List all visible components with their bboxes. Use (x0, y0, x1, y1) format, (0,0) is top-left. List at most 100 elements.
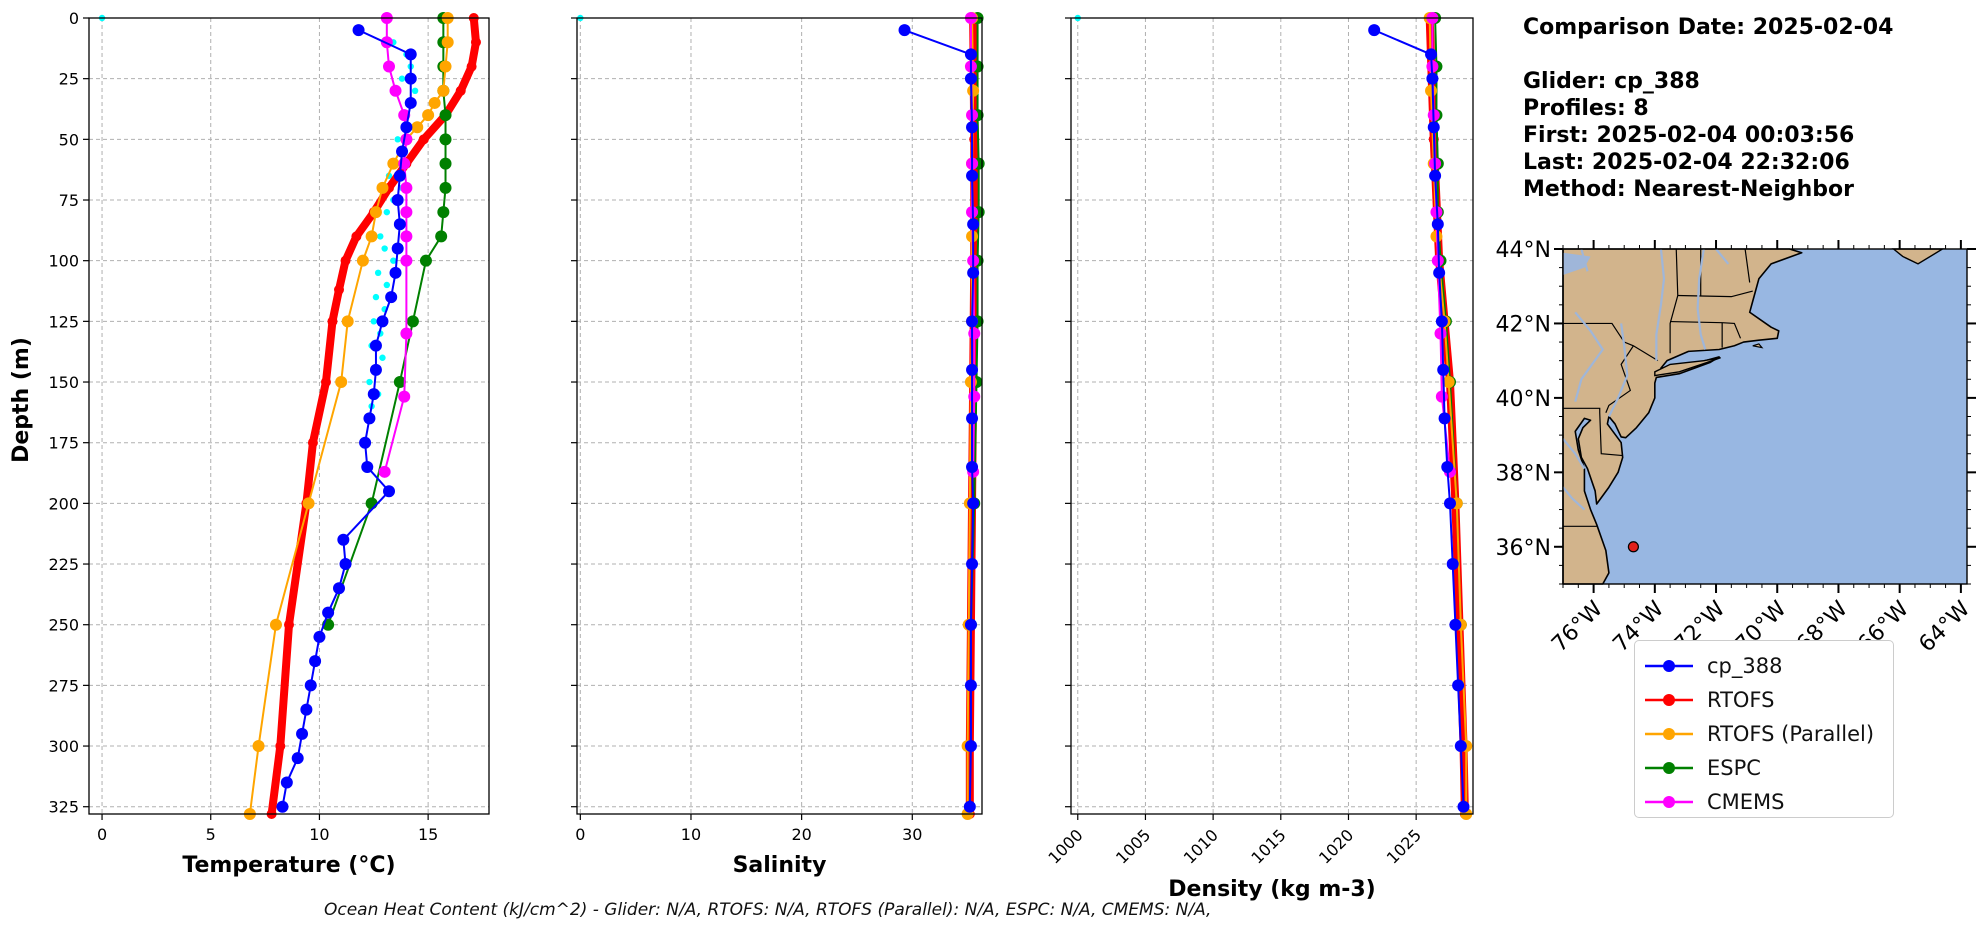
density-series-cp-388-point-11 (1443, 497, 1456, 510)
temperature-series-rtofs-parallel-point-6 (411, 121, 424, 134)
density-xtick-label-1020: 1020 (1315, 825, 1357, 867)
salinity-series-cp-388-point-2 (964, 72, 977, 85)
map-lake-ontario (1563, 252, 1591, 276)
temperature-series-cp-388-point-6 (393, 169, 406, 182)
glider-name: Glider: cp_388 (1523, 69, 1700, 94)
salinity-series-cp-388-point-14 (964, 679, 977, 692)
map-river-0 (1655, 248, 1666, 361)
temperature-series-cp-388-point-14 (369, 363, 382, 376)
temperature-series-cmems-point-13 (378, 465, 391, 478)
density-series-cp-388-point-8 (1437, 363, 1450, 376)
legend-item-cmems: CMEMS (1635, 785, 1895, 819)
depth-tick-label-100: 100 (48, 252, 79, 271)
temperature-series-cmems-point-8 (400, 206, 413, 219)
temperature-series-rtofs-point-2 (466, 61, 477, 72)
temperature-axes-frame (88, 17, 490, 815)
density-series-cp-388-point-12 (1446, 558, 1459, 571)
temperature-series-rtofs-point-11 (334, 284, 344, 295)
density-series-rtofs-parallel-point-5 (1442, 376, 1455, 389)
temperature-series-espc-point-4 (439, 109, 452, 122)
depth-tick-label-275: 275 (48, 676, 79, 695)
map-lon-label-0: 76°W (1547, 596, 1608, 657)
temperature-series-rtofs-parallel-point-10 (369, 206, 382, 219)
legend-label: CMEMS (1707, 790, 1785, 814)
map-marthas-vineyard (1752, 343, 1764, 349)
density-series-cp-388-point-15 (1454, 740, 1467, 753)
temperature-series-cmems-point-5 (400, 133, 413, 146)
temperature-series-rtofs-point-16 (284, 619, 294, 630)
depth-tick-label-25: 25 (59, 70, 79, 89)
legend-swatch-marker (1663, 694, 1675, 706)
density-series-cp-388-point-9 (1438, 412, 1451, 425)
temperature-profile-point-14 (372, 293, 380, 301)
map-river-1 (1696, 248, 1707, 350)
temperature-series-rtofs-point-3 (455, 85, 466, 96)
legend: cp_388 RTOFS RTOFS (Parallel) ESPC CMEMS (1634, 640, 1894, 818)
temperature-series-cp-388-point-16 (363, 412, 376, 425)
salinity-series-cp-388-point-3 (966, 121, 979, 134)
temperature-series-cp-388-point-10 (389, 266, 402, 279)
map-border-8 (1563, 407, 1623, 457)
density-axes-frame (1070, 17, 1474, 815)
temperature-series-cp-388-point-25 (309, 655, 322, 668)
temperature-series-cmems-point-12 (398, 390, 411, 403)
temperature-series-cp-388-point-3 (404, 96, 417, 109)
map-lat-label-1: 38°N (1496, 461, 1551, 486)
map-lat-label-3: 42°N (1496, 312, 1551, 337)
temperature-profile-point-19 (379, 354, 386, 361)
location-map-panel: 76°W 74°W 72°W 70°W 68°W 66°W 64°W36°N38°N40°N… (1496, 238, 1976, 657)
map-border-3 (1744, 248, 1751, 283)
density-panel: 1000 1005 1010 1015 1020 1025 Density (kg m-3) (1044, 12, 1474, 902)
density-xtick-label-1010: 1010 (1180, 825, 1222, 867)
salinity-series-cp-388-point-9 (966, 412, 979, 425)
depth-tick-label-250: 250 (48, 616, 79, 635)
temperature-series-cmems-point-11 (400, 327, 413, 340)
legend-swatch-rtofs (1645, 694, 1693, 706)
salinity-series-cp-388-point-7 (966, 315, 979, 328)
legend-swatch-marker (1663, 796, 1675, 808)
temperature-series-espc-point-5 (439, 133, 452, 146)
map-river-3 (1607, 323, 1629, 417)
salinity-series-cp-388-line (904, 29, 975, 807)
temperature-series-cp-388-point-9 (391, 242, 404, 255)
depth-tick-label-75: 75 (59, 191, 79, 210)
glider-position-marker (1627, 541, 1639, 553)
density-series-cp-388-point-6 (1433, 266, 1446, 279)
temperature-series-cp-388-point-29 (291, 752, 304, 765)
temperature-profile-point-13 (383, 281, 391, 289)
temperature-series-espc-point-7 (439, 181, 452, 194)
temperature-series-cp-388-point-17 (359, 436, 372, 449)
temperature-series-cp-388-point-21 (339, 558, 352, 571)
salinity-axis-label: Salinity (733, 853, 827, 878)
temperature-series-rtofs-parallel-point-4 (428, 96, 441, 109)
salinity-axes-frame (576, 17, 983, 815)
legend-swatch-cp-388 (1645, 660, 1693, 672)
map-river-5 (1562, 486, 1586, 511)
legend-label: RTOFS (Parallel) (1707, 722, 1875, 746)
depth-axis-label: Depth (m) (9, 337, 34, 463)
salinity-series-cp-388-point-4 (966, 169, 979, 182)
temperature-xtick-label-10: 10 (309, 825, 329, 844)
temperature-series-rtofs-parallel-point-1 (441, 36, 454, 49)
temperature-series-cp-388-point-27 (300, 703, 313, 716)
temperature-series-cp-388-point-23 (322, 606, 335, 619)
temperature-series-cp-388-point-8 (393, 218, 406, 231)
temperature-series-cp-388-point-13 (369, 339, 382, 352)
temperature-series-cp-388-point-15 (367, 388, 380, 401)
depth-tick-label-175: 175 (48, 434, 79, 453)
temperature-series-rtofs-parallel-point-14 (335, 376, 348, 389)
temperature-series-cp-388-point-5 (396, 145, 409, 158)
legend-label: RTOFS (1707, 688, 1775, 712)
salinity-series-cp-388-point-8 (966, 363, 979, 376)
depth-tick-label-225: 225 (48, 555, 79, 574)
temperature-series-cp-388-point-22 (333, 582, 345, 595)
salinity-series-cp-388-point-11 (967, 497, 980, 510)
salinity-xtick-label-0: 0 (575, 825, 585, 844)
temperature-series-cp-388-point-12 (376, 315, 389, 328)
temperature-series-espc-point-8 (437, 206, 450, 219)
legend-swatch-marker (1663, 762, 1675, 774)
first-time: First: 2025-02-04 00:03:56 (1523, 123, 1855, 148)
temperature-series-espc-point-6 (439, 157, 452, 170)
temperature-series-rtofs-point-14 (307, 437, 318, 448)
temperature-series-rtofs-point-17 (275, 741, 286, 752)
